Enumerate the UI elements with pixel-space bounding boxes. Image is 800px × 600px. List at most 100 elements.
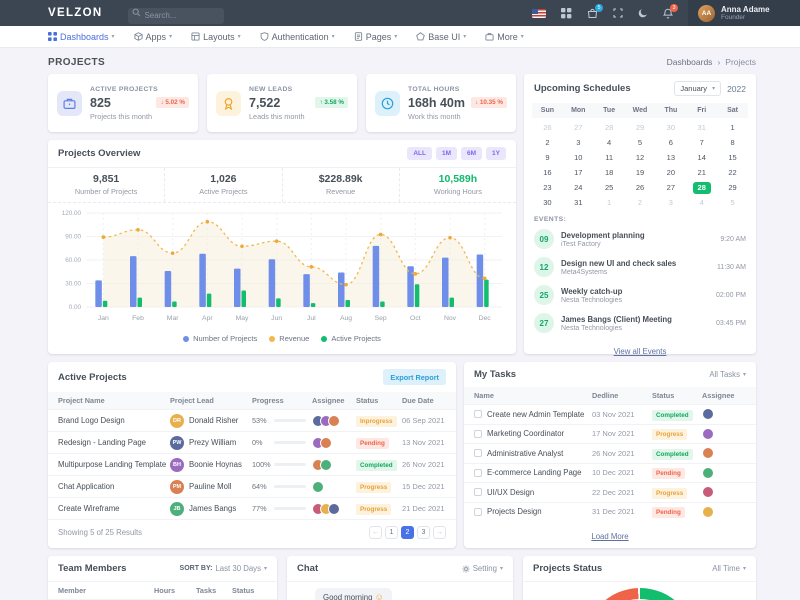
calendar-day[interactable]: 22 <box>728 168 737 177</box>
calendar-day[interactable]: 16 <box>543 168 552 177</box>
team-sort-dropdown[interactable]: SORT BY: Last 30 Days ▾ <box>179 564 267 573</box>
task-checkbox[interactable] <box>474 507 482 516</box>
calendar-day[interactable]: 29 <box>635 123 645 132</box>
calendar-day[interactable]: 7 <box>699 138 704 147</box>
calendar-day[interactable]: 19 <box>635 168 645 177</box>
calendar-day[interactable]: 11 <box>605 153 614 162</box>
range-buttons: ALL 1M 6M 1Y <box>407 147 506 160</box>
calendar-day[interactable]: 3 <box>576 138 581 147</box>
task-assignee-avatar <box>702 505 746 518</box>
project-name[interactable]: Create Wireframe <box>58 504 120 513</box>
calendar-day[interactable]: 13 <box>666 153 676 162</box>
page-button[interactable]: → <box>433 526 446 539</box>
progress-bar <box>274 485 306 488</box>
view-all-events-link[interactable]: View all Events <box>613 347 667 356</box>
calendar-day[interactable]: 18 <box>604 168 614 177</box>
calendar-day[interactable]: 29 <box>728 183 737 192</box>
range-1m-button[interactable]: 1M <box>435 147 458 160</box>
calendar-day[interactable]: 27 <box>574 123 583 132</box>
range-6m-button[interactable]: 6M <box>461 147 483 160</box>
calendar-day[interactable]: 5 <box>637 138 643 147</box>
calendar-day[interactable]: 30 <box>543 198 552 207</box>
nav-pages[interactable]: Pages ▾ <box>354 32 397 42</box>
breadcrumb-parent[interactable]: Dashboards <box>666 57 713 67</box>
calendar-day[interactable]: 28 <box>604 123 614 132</box>
user-menu[interactable]: AA Anna Adame Founder <box>688 0 800 26</box>
calendar-day[interactable]: 15 <box>728 153 737 162</box>
nav-more[interactable]: More ▾ <box>485 32 524 42</box>
nav-dashboards[interactable]: Dashboards ▾ <box>48 32 115 42</box>
project-name[interactable]: Chat Application <box>58 482 115 491</box>
calendar-day[interactable]: 26 <box>543 123 552 132</box>
apps-grid-icon[interactable] <box>561 7 572 19</box>
calendar-day[interactable]: 6 <box>668 138 673 147</box>
nav-authentication[interactable]: Authentication ▾ <box>260 32 335 42</box>
calendar-day[interactable]: 21 <box>697 168 706 177</box>
load-more-link[interactable]: Load More <box>591 532 629 541</box>
breadcrumb-current: Projects <box>725 57 756 67</box>
topbar-actions: 5 3 AA Anna Adame Founder <box>532 0 800 26</box>
calendar-day[interactable]: 4 <box>699 198 704 207</box>
event-item: 12 Design new UI and check sales Meta4Sy… <box>524 253 756 281</box>
cart-icon[interactable]: 5 <box>587 3 603 19</box>
search-box[interactable] <box>128 5 225 24</box>
calendar-day[interactable]: 10 <box>574 153 583 162</box>
page-button[interactable]: ← <box>369 526 382 539</box>
nav-apps[interactable]: Apps ▾ <box>133 32 172 42</box>
nav-base-ui[interactable]: Base UI ▾ <box>416 32 466 42</box>
calendar-day[interactable]: 1 <box>730 123 735 132</box>
calendar-day[interactable]: 23 <box>543 183 552 192</box>
month-select[interactable]: January ▾ <box>674 81 722 96</box>
project-name[interactable]: Multipurpose Landing Template <box>58 460 167 469</box>
project-name[interactable]: Brand Logo Design <box>58 416 125 425</box>
calendar-day[interactable]: 12 <box>635 153 645 162</box>
page-button[interactable]: 2 <box>401 526 414 539</box>
chat-setting-dropdown[interactable]: Setting ▾ <box>462 564 503 573</box>
calendar-day[interactable]: 2 <box>545 138 550 147</box>
task-checkbox[interactable] <box>474 449 482 458</box>
calendar-day[interactable]: 31 <box>697 123 706 132</box>
calendar-day[interactable]: 28 <box>686 180 717 195</box>
notifications-bell-icon[interactable]: 3 <box>663 3 678 19</box>
task-row: Projects Design 31 Dec 2021 Pending <box>464 501 756 522</box>
award-icon <box>216 90 241 116</box>
export-report-button[interactable]: Export Report <box>383 369 446 385</box>
range-all-button[interactable]: ALL <box>407 147 432 160</box>
status-filter-dropdown[interactable]: All Time ▾ <box>712 564 746 573</box>
project-name[interactable]: Redesign - Landing Page <box>58 438 146 447</box>
calendar-day[interactable]: 4 <box>607 138 612 147</box>
calendar-day[interactable]: 24 <box>574 183 583 192</box>
status-badge: Completed <box>652 448 693 460</box>
task-checkbox[interactable] <box>474 468 482 477</box>
calendar-day[interactable]: 31 <box>574 198 583 207</box>
overview-stats: 9,851 Number of Projects 1,026 Active Proj… <box>48 167 516 203</box>
tasks-filter-dropdown[interactable]: All Tasks ▾ <box>709 370 746 379</box>
nav-layouts[interactable]: Layouts ▾ <box>191 32 241 42</box>
page-button[interactable]: 1 <box>385 526 398 539</box>
range-1y-button[interactable]: 1Y <box>486 147 506 160</box>
page-button[interactable]: 3 <box>417 526 430 539</box>
task-checkbox[interactable] <box>474 410 482 419</box>
task-checkbox[interactable] <box>474 429 482 438</box>
language-flag-icon[interactable] <box>532 8 546 18</box>
notifications-badge: 3 <box>670 3 678 12</box>
calendar-day[interactable]: 8 <box>730 138 735 147</box>
calendar-day[interactable]: 26 <box>635 183 645 192</box>
calendar-day[interactable]: 14 <box>697 153 706 162</box>
calendar-day[interactable]: 1 <box>607 198 612 207</box>
task-checkbox[interactable] <box>474 488 482 497</box>
search-input[interactable] <box>128 7 225 24</box>
calendar-day[interactable]: 30 <box>666 123 676 132</box>
fullscreen-icon[interactable] <box>613 8 623 18</box>
calendar-day[interactable]: 3 <box>668 198 673 207</box>
calendar-day[interactable]: 27 <box>666 183 676 192</box>
calendar-day[interactable]: 17 <box>574 168 583 177</box>
dark-mode-moon-icon[interactable] <box>638 8 648 18</box>
calendar-day[interactable]: 5 <box>730 198 735 207</box>
chevron-down-icon: ▾ <box>331 34 335 40</box>
calendar-day[interactable]: 9 <box>545 153 550 162</box>
calendar-day[interactable]: 2 <box>637 198 643 207</box>
events-list: 09 Development planning iTest Factory 9:… <box>524 225 756 337</box>
calendar-day[interactable]: 25 <box>604 183 614 192</box>
calendar-day[interactable]: 20 <box>666 168 676 177</box>
